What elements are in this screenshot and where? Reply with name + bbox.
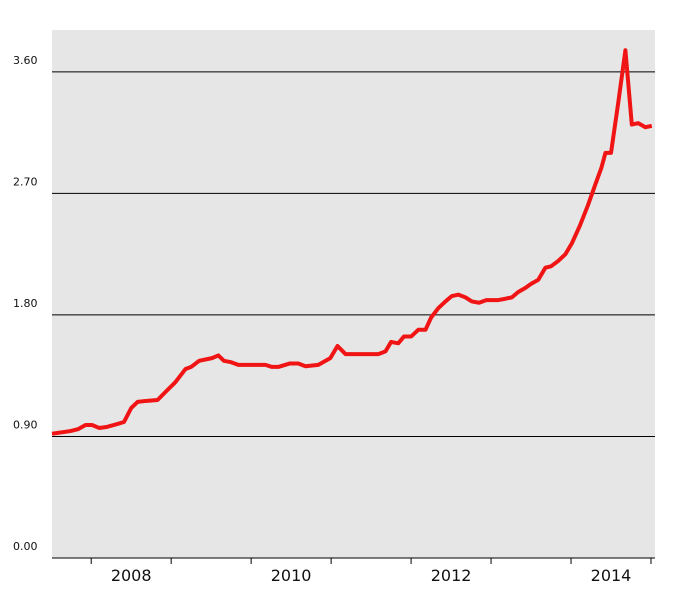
y-tick-label: 3.60: [13, 54, 38, 67]
y-tick-label: 0.90: [13, 418, 38, 431]
x-tick-label: 2008: [111, 566, 152, 585]
y-tick-label: 2.70: [13, 175, 38, 188]
x-tick-label: 2014: [591, 566, 632, 585]
data-line: [51, 48, 653, 436]
x-tick-label: 2012: [431, 566, 472, 585]
y-tick-label: 1.80: [13, 297, 38, 310]
plot-area: [52, 30, 655, 558]
x-tick-label: 2010: [271, 566, 312, 585]
y-tick-label: 0.00: [13, 540, 38, 553]
